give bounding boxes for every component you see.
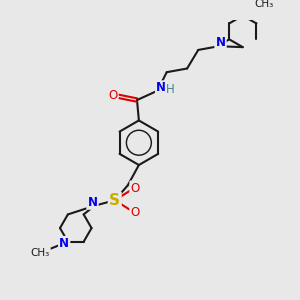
Text: N: N [156, 82, 166, 94]
Text: O: O [108, 89, 118, 102]
Text: S: S [109, 193, 120, 208]
Text: N: N [88, 196, 98, 208]
Text: CH₃: CH₃ [254, 0, 274, 8]
Text: N: N [59, 237, 69, 250]
Text: N: N [215, 36, 226, 49]
Text: H: H [166, 83, 175, 96]
Text: CH₃: CH₃ [30, 248, 50, 258]
Text: O: O [130, 182, 140, 195]
Text: O: O [130, 206, 140, 219]
